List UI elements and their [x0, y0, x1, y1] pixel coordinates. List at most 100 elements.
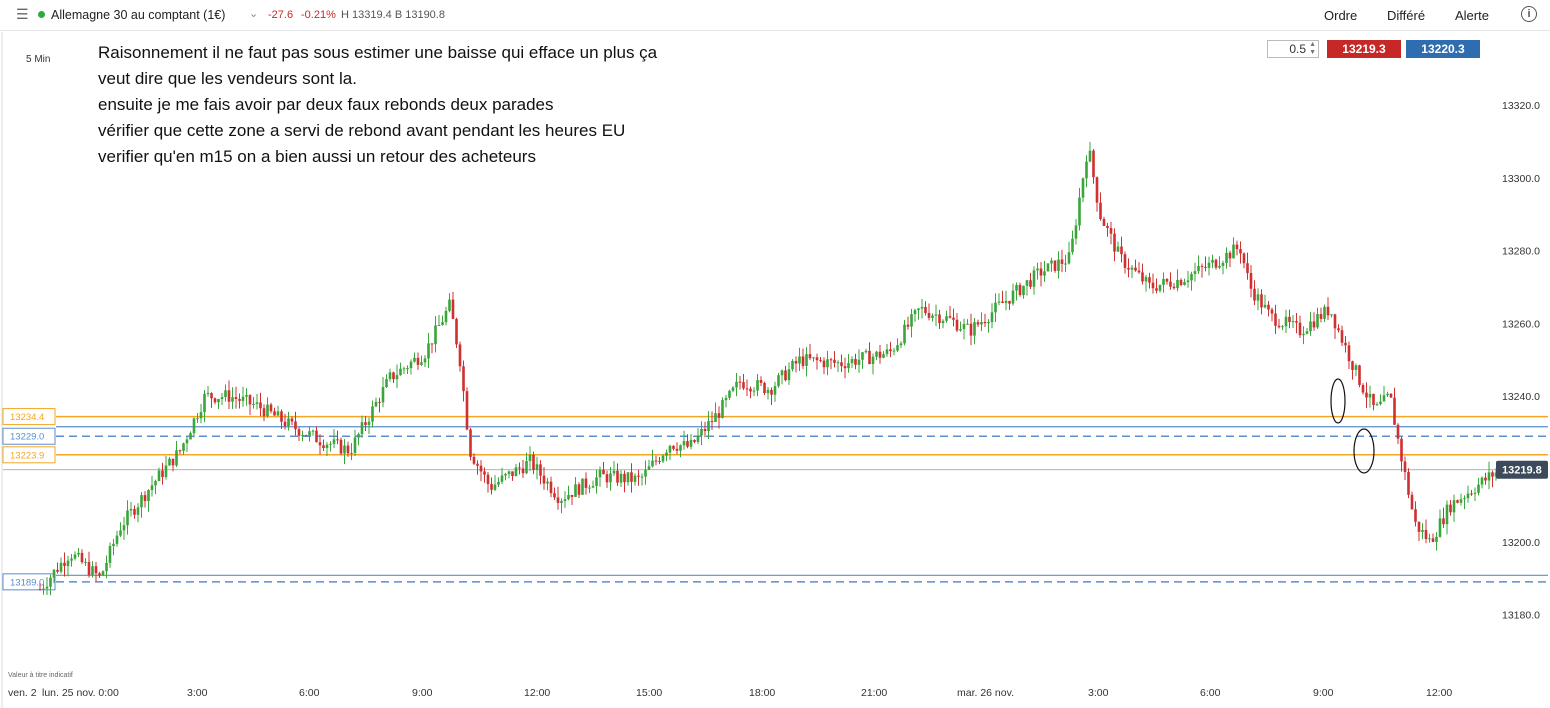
candle-body [182, 443, 185, 451]
candle-body [1291, 321, 1295, 323]
candle-body [609, 473, 612, 483]
candle-body [787, 369, 791, 381]
candle-body [941, 320, 945, 324]
candle-body [420, 362, 423, 365]
price-level-tag[interactable] [2, 427, 56, 445]
candle-body [1165, 278, 1169, 282]
price-level-tag[interactable] [2, 408, 56, 426]
candle-body [1085, 161, 1088, 179]
candle-body [1148, 277, 1151, 283]
candle-body [66, 560, 70, 566]
candle-body [826, 359, 829, 368]
candle-body [616, 470, 619, 483]
candle-body [346, 445, 350, 454]
candle-body [45, 586, 49, 589]
quantity-stepper[interactable]: 0.5 ▲ ▼ [1267, 40, 1319, 58]
note-line: veut dire que les vendeurs sont la. [98, 69, 357, 88]
candle-body [756, 380, 759, 391]
info-icon[interactable]: i [1521, 6, 1537, 22]
candle-body [486, 474, 490, 485]
candle-body [252, 403, 255, 405]
x-axis-tick-label: 3:00 [187, 687, 208, 699]
candle-body [791, 360, 794, 370]
candle-body [1162, 278, 1165, 285]
candle-body [395, 375, 399, 380]
candle-body [49, 577, 52, 587]
candle-body [630, 472, 633, 482]
price-level-tag[interactable] [2, 573, 56, 591]
candle-body [164, 465, 168, 478]
timeframe-label[interactable]: 5 Min [26, 54, 51, 65]
instrument-name[interactable]: Allemagne 30 au comptant (1€) [51, 8, 226, 22]
candle-body [661, 455, 665, 462]
candle-body [332, 439, 336, 444]
chevron-down-icon[interactable]: ⌄ [249, 8, 259, 20]
candle-body [1169, 281, 1172, 287]
candle-body [336, 439, 339, 441]
candle-body [514, 467, 518, 477]
x-axis-tick-label: lun. 25 nov. 0:00 [42, 687, 119, 699]
x-axis-tick-label: 12:00 [1426, 687, 1452, 699]
candle-body [1067, 252, 1071, 264]
candle-body [315, 430, 318, 443]
order-button[interactable]: Ordre [1324, 8, 1358, 23]
candle-body [833, 359, 836, 363]
candle-body [640, 476, 644, 478]
candle-body [427, 343, 430, 359]
candle-body [1025, 280, 1029, 286]
candle-body [189, 433, 192, 440]
candle-body [101, 571, 105, 576]
candle-body [1246, 263, 1249, 273]
price-level-tag[interactable] [2, 446, 56, 464]
candle-body [259, 402, 262, 409]
candle-body [1386, 393, 1389, 396]
candle-body [1473, 492, 1477, 494]
candle-body [1480, 477, 1484, 485]
candle-body [819, 360, 822, 362]
candle-body [997, 301, 1001, 303]
candle-body [1109, 227, 1113, 234]
candle-body [280, 411, 283, 422]
price-change: -27.6 [268, 9, 294, 21]
x-axis-tick-label: 12:00 [524, 687, 550, 699]
candle-body [234, 397, 238, 399]
candle-body [612, 470, 616, 474]
candle-body [1043, 271, 1046, 276]
candle-body [203, 393, 206, 413]
candle-body [409, 361, 413, 369]
candle-body [700, 429, 703, 436]
candle-body [1130, 267, 1134, 270]
candle-body [105, 562, 108, 572]
candle-body [1410, 494, 1414, 510]
candle-body [962, 323, 966, 330]
candle-body [619, 473, 623, 483]
candle-body [717, 413, 721, 418]
candle-body [266, 404, 269, 417]
candle-body [948, 316, 952, 318]
candle-body [1302, 333, 1305, 336]
candle-body [297, 429, 301, 436]
candle-body [1414, 509, 1417, 522]
candle-body [122, 525, 126, 531]
alert-button[interactable]: Alerte [1455, 8, 1489, 23]
candle-body [129, 508, 133, 511]
candle-body [1361, 385, 1365, 393]
deferred-order-button[interactable]: Différé [1387, 8, 1426, 23]
sell-button[interactable]: 13219.3 [1327, 40, 1401, 58]
candle-body [1172, 286, 1176, 289]
buy-button[interactable]: 13220.3 [1406, 40, 1480, 58]
candle-body [808, 354, 812, 359]
stepper-arrows-icon[interactable]: ▲ ▼ [1309, 41, 1316, 56]
last-price-tag[interactable] [1496, 460, 1548, 479]
candle-body [1442, 518, 1445, 525]
candle-body [1011, 290, 1015, 304]
candle-body [199, 412, 203, 419]
candle-body [318, 442, 322, 446]
candle-body [1253, 288, 1256, 301]
candle-body [1337, 328, 1340, 331]
candle-body [511, 471, 514, 477]
candle-body [1029, 280, 1032, 287]
hamburger-icon[interactable]: ☰ [16, 6, 29, 22]
candle-body [714, 413, 717, 422]
